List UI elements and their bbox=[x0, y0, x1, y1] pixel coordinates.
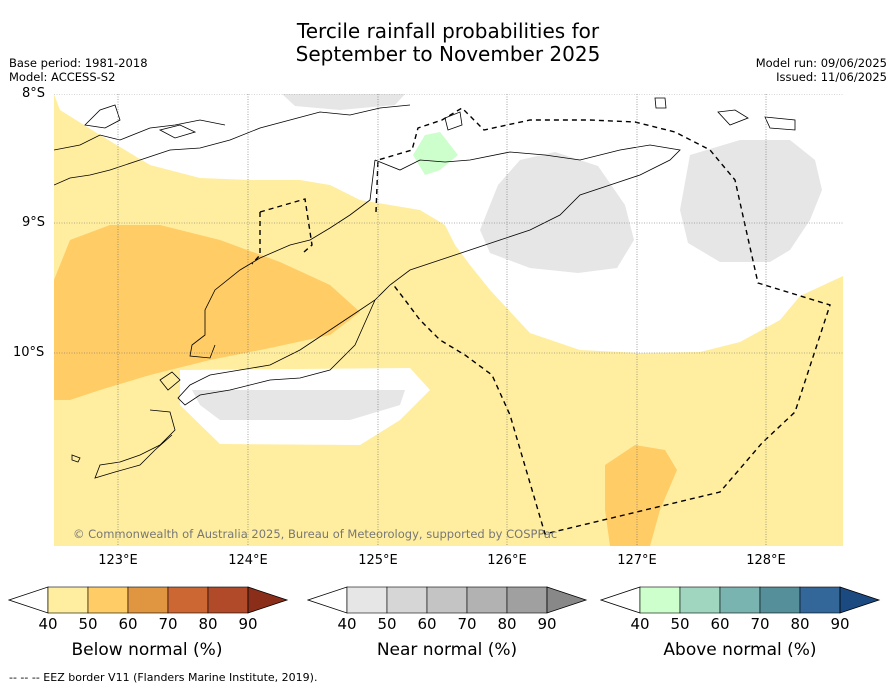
colorbar-extend-low bbox=[307, 586, 348, 614]
title-line-1: Tercile rainfall probabilities for bbox=[296, 19, 600, 43]
lon-label-123e: 123°E bbox=[98, 553, 138, 568]
colorbar-tick-label: 50 bbox=[670, 615, 690, 633]
colorbar-tick-label: 80 bbox=[198, 615, 218, 633]
colorbar-segment bbox=[127, 586, 169, 614]
colorbar-tick-label: 50 bbox=[377, 615, 397, 633]
above-normal-40-area bbox=[413, 132, 458, 175]
near-normal-40-area-4 bbox=[192, 390, 405, 420]
colorbar-segment bbox=[506, 586, 548, 614]
colorbar-near-normal bbox=[307, 586, 588, 614]
colorbar-tick-label: 60 bbox=[710, 615, 730, 633]
colorbar-segment bbox=[799, 586, 841, 614]
colorbar-tick-label: 50 bbox=[78, 615, 98, 633]
title-line-2: September to November 2025 bbox=[295, 42, 601, 66]
lon-label-124e: 124°E bbox=[228, 553, 268, 568]
copyright-notice: © Commonwealth of Australia 2025, Bureau… bbox=[73, 527, 558, 541]
colorbar-tick-label: 40 bbox=[630, 615, 650, 633]
colorbar-tick-label: 70 bbox=[750, 615, 770, 633]
colorbar-tick-label: 90 bbox=[238, 615, 258, 633]
colorbar-extend-high bbox=[247, 586, 289, 614]
colorbar-tick-label: 80 bbox=[497, 615, 517, 633]
colorbar-extend-high bbox=[839, 586, 881, 614]
colorbar-tick-label: 70 bbox=[457, 615, 477, 633]
colorbar-extend-low bbox=[8, 586, 49, 614]
near-normal-40-area-2 bbox=[680, 140, 822, 262]
colorbar-tick-label: 60 bbox=[118, 615, 138, 633]
colorbar-extend-high bbox=[546, 586, 588, 614]
colorbar-tick-label: 90 bbox=[830, 615, 850, 633]
colorbar-segment bbox=[679, 586, 721, 614]
base-period: Base period: 1981-2018 bbox=[9, 56, 148, 70]
colorbar-tick-label: 90 bbox=[537, 615, 557, 633]
colorbar-above-normal bbox=[600, 586, 881, 614]
model-name: Model: ACCESS-S2 bbox=[9, 70, 116, 84]
lon-label-126e: 126°E bbox=[487, 553, 527, 568]
colorbar-segment bbox=[207, 586, 249, 614]
colorbar-title-above: Above normal (%) bbox=[663, 640, 817, 660]
coastlines bbox=[54, 97, 796, 479]
colorbar-tick-label: 80 bbox=[790, 615, 810, 633]
below-normal-60-area-west bbox=[54, 225, 360, 400]
lat-label-8s: 8°S bbox=[22, 86, 46, 101]
colorbar-below-normal bbox=[8, 586, 289, 614]
colorbar-title-below: Below normal (%) bbox=[71, 640, 223, 660]
colorbar-tick-label: 40 bbox=[38, 615, 58, 633]
meta-left: Base period: 1981-2018 Model: ACCESS-S2 bbox=[9, 56, 148, 84]
colorbar-segment bbox=[47, 586, 89, 614]
graticule bbox=[54, 94, 843, 546]
colorbar-segment bbox=[386, 586, 428, 614]
colorbar-extend-low bbox=[600, 586, 641, 614]
colorbar-segment bbox=[426, 586, 468, 614]
meta-right: Model run: 09/06/2025 Issued: 11/06/2025 bbox=[756, 56, 887, 84]
lat-label-10s: 10°S bbox=[13, 345, 45, 360]
colorbar-title-near: Near normal (%) bbox=[376, 640, 518, 660]
colorbar-segment bbox=[759, 586, 801, 614]
colorbar-tick-label: 70 bbox=[158, 615, 178, 633]
lon-label-128e: 128°E bbox=[746, 553, 786, 568]
colorbar-segment bbox=[87, 586, 129, 614]
colorbar-segment bbox=[719, 586, 761, 614]
near-normal-40-area-1 bbox=[480, 152, 634, 273]
issued-date: Issued: 11/06/2025 bbox=[776, 70, 887, 84]
no-signal-north bbox=[54, 94, 843, 353]
eez-borders bbox=[251, 107, 831, 535]
colorbar-tick-label: 60 bbox=[417, 615, 437, 633]
eez-footnote: -- -- -- EEZ border V11 (Flanders Marine… bbox=[9, 671, 318, 684]
colorbar-segment bbox=[346, 586, 388, 614]
below-normal-60-area-south bbox=[605, 445, 677, 546]
map-title: Tercile rainfall probabilities for Septe… bbox=[0, 20, 896, 66]
model-run: Model run: 09/06/2025 bbox=[755, 56, 887, 70]
lon-label-127e: 127°E bbox=[617, 553, 657, 568]
lon-label-125e: 125°E bbox=[358, 553, 398, 568]
colorbar-segment bbox=[466, 586, 508, 614]
colorbar-tick-label: 40 bbox=[337, 615, 357, 633]
colorbar-segment bbox=[639, 586, 681, 614]
near-normal-40-area-3 bbox=[282, 94, 405, 110]
colorbar-segment bbox=[167, 586, 209, 614]
lat-label-9s: 9°S bbox=[22, 215, 46, 230]
